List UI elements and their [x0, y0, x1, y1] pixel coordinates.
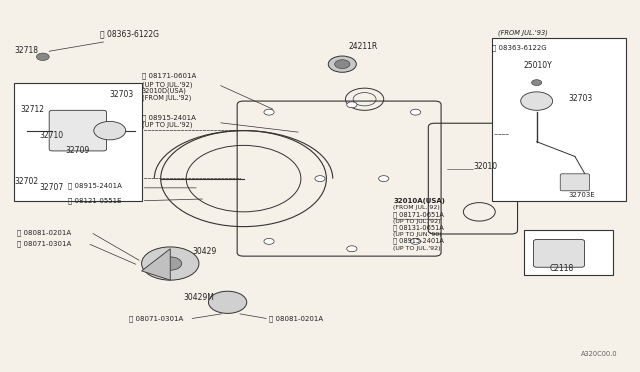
Text: Ⓑ 08081-0201A: Ⓑ 08081-0201A — [17, 229, 72, 235]
Text: Ⓑ 08071-0301A: Ⓑ 08071-0301A — [17, 240, 72, 247]
Text: 32710: 32710 — [40, 131, 64, 140]
Text: Ⓥ 08915-2401A: Ⓥ 08915-2401A — [68, 183, 122, 189]
Text: (FROM JUL.'93): (FROM JUL.'93) — [499, 30, 548, 36]
Text: Ⓑ 08131-0651A: Ⓑ 08131-0651A — [394, 225, 444, 231]
FancyBboxPatch shape — [14, 83, 141, 201]
Text: (UP TO JUN.'90): (UP TO JUN.'90) — [394, 232, 442, 237]
Text: 25010Y: 25010Y — [524, 61, 553, 70]
Text: Ⓑ 08081-0201A: Ⓑ 08081-0201A — [269, 316, 323, 323]
FancyBboxPatch shape — [49, 110, 106, 151]
Text: Ⓢ 08363-6122G: Ⓢ 08363-6122G — [100, 29, 159, 38]
Text: Ⓑ 08171-0601A: Ⓑ 08171-0601A — [141, 72, 196, 79]
Text: (UP TO JUL.'92): (UP TO JUL.'92) — [394, 246, 441, 250]
Text: 24211R: 24211R — [349, 42, 378, 51]
Circle shape — [264, 238, 274, 244]
Circle shape — [141, 247, 199, 280]
Text: (UP TO JUL.'92): (UP TO JUL.'92) — [394, 219, 441, 224]
Text: Ⓜ 08363-6122G: Ⓜ 08363-6122G — [492, 44, 547, 51]
Circle shape — [532, 80, 541, 86]
Text: 32702: 32702 — [14, 177, 38, 186]
Text: (UP TO JUL.'92): (UP TO JUL.'92) — [141, 121, 192, 128]
Text: A320C00.0: A320C00.0 — [581, 351, 618, 357]
Text: Ⓥ 08915-2401A: Ⓥ 08915-2401A — [394, 238, 444, 244]
Text: 32010A(USA): 32010A(USA) — [394, 198, 445, 203]
Text: C2118: C2118 — [550, 264, 574, 273]
Circle shape — [94, 121, 125, 140]
Text: 32707: 32707 — [40, 183, 64, 192]
Circle shape — [209, 291, 246, 313]
Text: Ⓑ 08071-0301A: Ⓑ 08071-0301A — [129, 316, 183, 323]
Text: 32703E: 32703E — [568, 192, 595, 198]
Text: 32010D(USA): 32010D(USA) — [141, 88, 186, 94]
FancyBboxPatch shape — [492, 38, 626, 201]
Text: Ⓑ 08121-0551E: Ⓑ 08121-0551E — [68, 198, 122, 204]
Circle shape — [379, 176, 389, 182]
Text: Ⓑ 08171-0651A: Ⓑ 08171-0651A — [394, 211, 444, 218]
Circle shape — [315, 176, 325, 182]
FancyBboxPatch shape — [534, 240, 584, 267]
Text: 32703: 32703 — [109, 90, 134, 99]
Text: 32010: 32010 — [473, 163, 497, 171]
Text: 32718: 32718 — [14, 46, 38, 55]
Text: 32712: 32712 — [20, 105, 45, 114]
Circle shape — [410, 109, 420, 115]
Circle shape — [521, 92, 552, 110]
Circle shape — [328, 56, 356, 72]
Polygon shape — [141, 249, 170, 280]
Circle shape — [410, 238, 420, 244]
Circle shape — [159, 257, 182, 270]
Text: (FROM JUL.'92): (FROM JUL.'92) — [394, 205, 440, 210]
Text: Ⓥ 08915-2401A: Ⓥ 08915-2401A — [141, 115, 195, 121]
Text: (FROM JUL.'92): (FROM JUL.'92) — [141, 94, 191, 101]
Text: 32703: 32703 — [568, 94, 593, 103]
Circle shape — [264, 109, 274, 115]
Circle shape — [36, 53, 49, 61]
Text: 30429: 30429 — [193, 247, 217, 256]
Circle shape — [335, 60, 350, 68]
FancyBboxPatch shape — [560, 174, 589, 191]
Circle shape — [347, 246, 357, 252]
FancyBboxPatch shape — [524, 230, 613, 275]
Circle shape — [347, 102, 357, 108]
Text: 30429M: 30429M — [183, 293, 214, 302]
Text: (UP TO JUL.'92): (UP TO JUL.'92) — [141, 81, 192, 88]
Text: 32709: 32709 — [65, 146, 90, 155]
